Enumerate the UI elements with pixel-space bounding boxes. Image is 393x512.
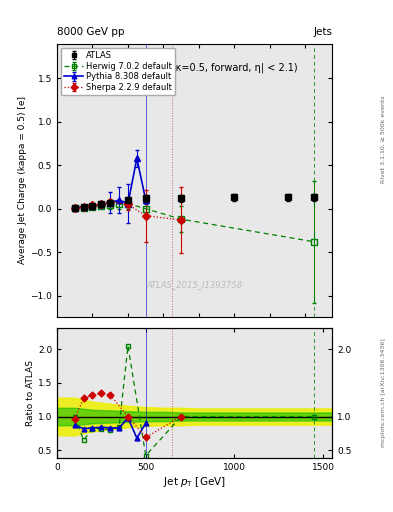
Y-axis label: Average Jet Charge (kappa = 0.5) [e]: Average Jet Charge (kappa = 0.5) [e]	[18, 96, 28, 265]
Text: Jet Charge Mean(κ=0.5, forward, η| < 2.1): Jet Charge Mean(κ=0.5, forward, η| < 2.1…	[91, 62, 298, 73]
Text: 8000 GeV pp: 8000 GeV pp	[57, 27, 125, 37]
Y-axis label: Ratio to ATLAS: Ratio to ATLAS	[26, 360, 35, 426]
Text: ATLAS_2015_I1393758: ATLAS_2015_I1393758	[147, 280, 242, 289]
Text: Rivet 3.1.10, ≥ 500k events: Rivet 3.1.10, ≥ 500k events	[381, 96, 386, 183]
X-axis label: Jet $p_\mathrm{T}$ [GeV]: Jet $p_\mathrm{T}$ [GeV]	[163, 475, 226, 489]
Legend: ATLAS, Herwig 7.0.2 default, Pythia 8.308 default, Sherpa 2.2.9 default: ATLAS, Herwig 7.0.2 default, Pythia 8.30…	[61, 48, 175, 95]
Text: mcplots.cern.ch [arXiv:1306.3436]: mcplots.cern.ch [arXiv:1306.3436]	[381, 338, 386, 447]
Text: Jets: Jets	[313, 27, 332, 37]
